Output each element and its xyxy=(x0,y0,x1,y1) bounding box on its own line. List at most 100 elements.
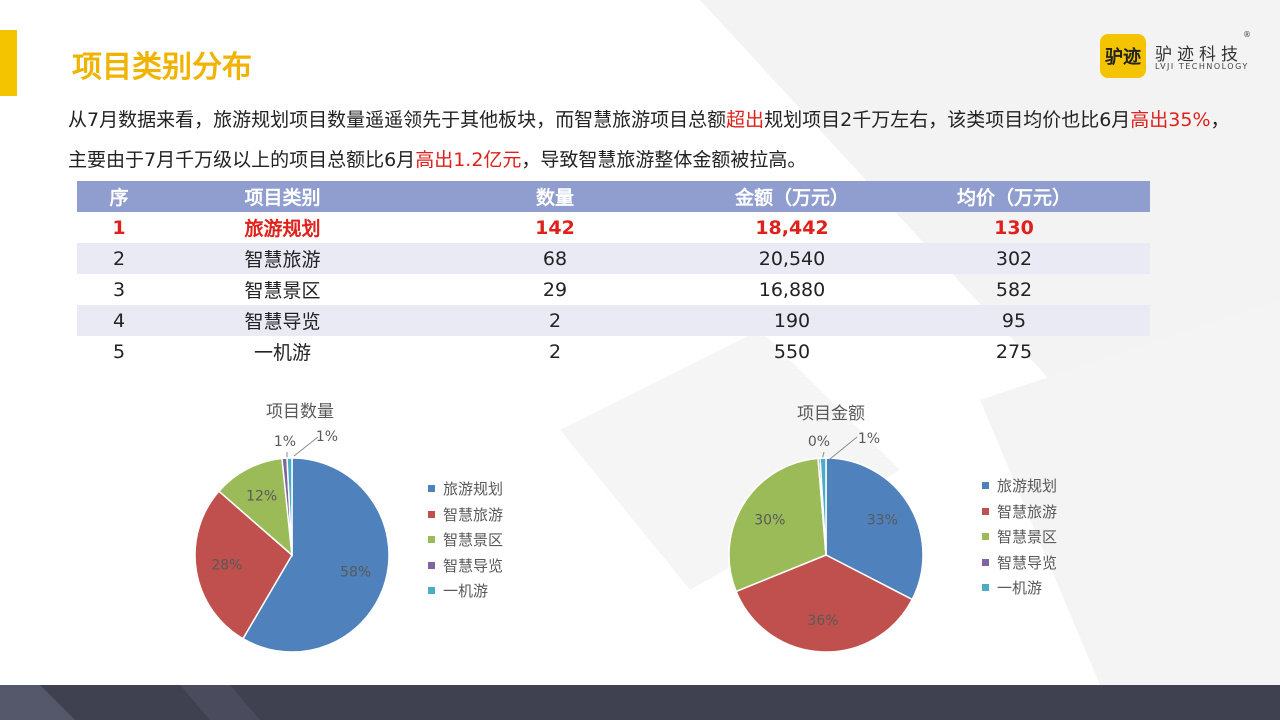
summary-paragraph: 从7月数据来看，旅游规划项目数量遥遥领先于其他板块，而智慧旅游项目总额超出规划项… xyxy=(68,100,1248,180)
pie-title-count: 项目数量 xyxy=(266,402,334,422)
pie-data-label: 30% xyxy=(754,512,785,528)
legend-label: 一机游 xyxy=(997,579,1043,598)
legend-item: 智慧导览 xyxy=(982,550,1057,576)
legend-label: 智慧导览 xyxy=(443,556,504,575)
cell-count: 29 xyxy=(542,278,568,301)
header-seq: 序 xyxy=(77,181,161,212)
cell-count: 2 xyxy=(404,305,706,336)
pie-data-label: 33% xyxy=(867,513,898,529)
pie-slice-1 xyxy=(241,457,390,653)
cell-category: 一机游 xyxy=(253,342,311,364)
summary-highlight: 高出1.2亿元 xyxy=(415,149,522,171)
legend-label: 智慧景区 xyxy=(443,531,504,550)
table-row: 5 一机游 2 550 275 xyxy=(77,336,1150,367)
legend-swatch xyxy=(982,533,989,541)
legend-amount: 旅游规划智慧旅游智慧景区智慧导览一机游 xyxy=(982,473,1057,601)
cell-seq: 1 xyxy=(112,216,126,239)
legend-count: 旅游规划智慧旅游智慧景区智慧导览一机游 xyxy=(428,476,503,604)
page-title: 项目类别分布 xyxy=(72,50,252,85)
logo-name-en: LVJI TECHNOLOGY xyxy=(1155,62,1249,71)
legend-item: 智慧旅游 xyxy=(982,499,1057,525)
cell-amount: 18,442 xyxy=(755,216,829,239)
table-row: 2 智慧旅游 68 20,540 302 xyxy=(77,243,1150,274)
pie-slice-3 xyxy=(217,457,293,557)
legend-label: 智慧导览 xyxy=(997,553,1058,572)
cell-count: 68 xyxy=(404,243,706,274)
table-row: 4 智慧导览 2 190 95 xyxy=(77,305,1150,336)
legend-label: 智慧景区 xyxy=(997,528,1058,547)
legend-swatch xyxy=(982,558,989,566)
label-leader-line xyxy=(293,436,319,457)
legend-item: 智慧导览 xyxy=(428,553,503,579)
cell-category: 智慧导览 xyxy=(161,305,404,336)
pie-data-label: 58% xyxy=(340,564,371,580)
summary-highlight: 超出 xyxy=(726,109,765,131)
cell-average: 302 xyxy=(878,243,1150,274)
pie-chart-amount: 33% 36% 30% 0% 1% xyxy=(728,431,924,653)
company-logo: 驴迹 驴迹科技 LVJI TECHNOLOGY ® xyxy=(1100,30,1270,80)
cell-category: 智慧旅游 xyxy=(161,243,404,274)
pie-chart-count: 58% 28% 12% 1% 1% xyxy=(194,429,390,653)
label-leader-line xyxy=(829,436,858,460)
pie-slice-1 xyxy=(825,457,924,601)
cell-category: 智慧景区 xyxy=(244,280,321,302)
cell-average: 275 xyxy=(995,340,1033,363)
legend-swatch xyxy=(982,584,989,592)
legend-swatch xyxy=(428,510,435,518)
pie-data-label: 1% xyxy=(316,429,338,445)
legend-label: 智慧旅游 xyxy=(443,505,504,524)
summary-text: 从7月数据来看，旅游规划项目数量遥遥领先于其他板块，而智慧旅游项目总额 xyxy=(68,109,727,131)
footer-bar xyxy=(0,685,1280,720)
cell-average: 582 xyxy=(995,278,1033,301)
cell-amount: 16,880 xyxy=(758,278,826,301)
cell-count: 142 xyxy=(535,216,575,239)
summary-text: ，主要由于7月千万级以上的项目总额比6月 xyxy=(68,109,1230,171)
pie-slice-3 xyxy=(728,457,827,593)
legend-item: 智慧景区 xyxy=(428,527,503,553)
pie-data-label: 36% xyxy=(807,613,838,629)
pie-data-label: 1% xyxy=(274,434,296,450)
pie-slice-2 xyxy=(735,554,914,653)
summary-text: 规划项目2千万左右，该类项目均价也比6月 xyxy=(764,109,1131,131)
cell-average: 95 xyxy=(878,305,1150,336)
logo-registered-mark: ® xyxy=(1243,30,1251,39)
table-row: 1 旅游规划 142 18,442 130 xyxy=(77,212,1150,243)
summary-highlight: 高出35% xyxy=(1130,109,1211,131)
legend-swatch xyxy=(428,587,435,595)
pie-data-label: 0% xyxy=(808,434,830,450)
legend-item: 智慧景区 xyxy=(982,524,1057,550)
legend-item: 旅游规划 xyxy=(982,473,1057,499)
title-accent-bar xyxy=(0,30,17,96)
cell-seq: 5 xyxy=(112,340,126,363)
legend-swatch xyxy=(428,536,435,544)
legend-swatch xyxy=(428,485,435,493)
table-row: 3 智慧景区 29 16,880 582 xyxy=(77,274,1150,305)
legend-item: 旅游规划 xyxy=(428,476,503,502)
cell-seq: 3 xyxy=(112,278,126,301)
pie-slice-5 xyxy=(286,457,293,556)
cell-amount: 20,540 xyxy=(706,243,878,274)
cell-amount: 550 xyxy=(773,340,811,363)
legend-swatch xyxy=(428,561,435,569)
cell-average: 130 xyxy=(994,216,1034,239)
logo-badge: 驴迹 xyxy=(1100,34,1146,78)
cell-amount: 190 xyxy=(706,305,878,336)
pie-data-label: 12% xyxy=(246,488,277,504)
cell-seq: 4 xyxy=(77,305,161,336)
cell-seq: 2 xyxy=(77,243,161,274)
legend-label: 旅游规划 xyxy=(443,480,504,499)
table-header-row: 序 项目类别 数量 金额（万元） 均价（万元） xyxy=(77,181,1150,212)
header-count: 数量 xyxy=(404,181,706,212)
pie-slice-5 xyxy=(819,457,827,556)
cell-category: 旅游规划 xyxy=(244,218,321,240)
legend-label: 一机游 xyxy=(443,582,489,601)
summary-text: ，导致智慧旅游整体金额被拉高。 xyxy=(521,149,807,171)
category-table: 序 项目类别 数量 金额（万元） 均价（万元） 1 旅游规划 142 18,44… xyxy=(77,181,1150,367)
legend-item: 智慧旅游 xyxy=(428,502,503,528)
header-amount: 金额（万元） xyxy=(706,181,878,212)
legend-label: 智慧旅游 xyxy=(997,502,1058,521)
pie-data-label: 1% xyxy=(858,431,880,447)
legend-swatch xyxy=(982,482,989,490)
pie-data-label: 28% xyxy=(211,558,242,574)
cell-count: 2 xyxy=(548,340,562,363)
